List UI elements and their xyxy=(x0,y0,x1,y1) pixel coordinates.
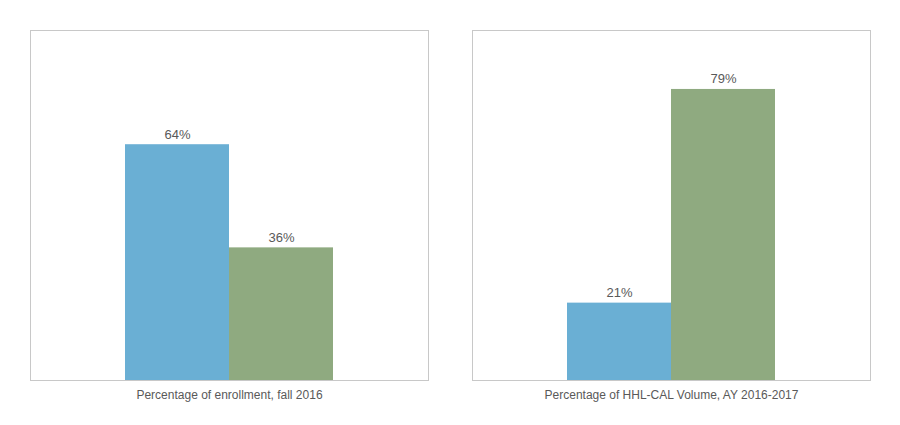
svg-text:79%: 79% xyxy=(710,71,736,86)
svg-text:Percentage of enrollment, fall: Percentage of enrollment, fall 2016 xyxy=(136,388,322,402)
svg-text:36%: 36% xyxy=(268,230,294,245)
svg-text:21%: 21% xyxy=(606,285,632,300)
svg-text:64%: 64% xyxy=(164,127,190,142)
svg-text:Percentage of HHL-CAL Volume,: Percentage of HHL-CAL Volume, AY 2016-20… xyxy=(545,388,799,402)
